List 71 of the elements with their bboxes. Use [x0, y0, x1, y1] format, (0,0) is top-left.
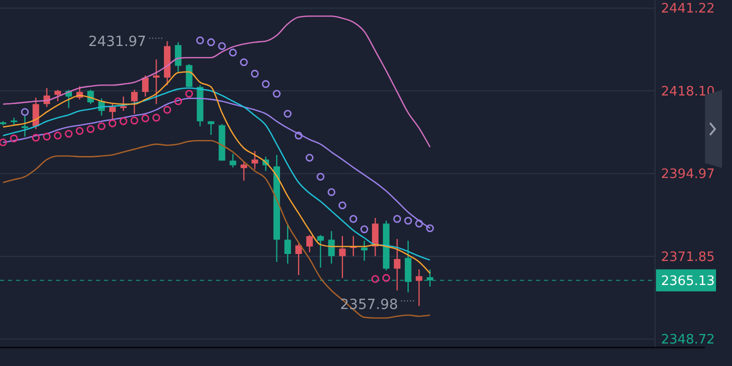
point — [86, 125, 94, 134]
point — [98, 122, 106, 130]
point — [262, 80, 270, 88]
point — [196, 36, 204, 44]
candlestick — [416, 268, 422, 307]
point — [349, 215, 358, 223]
point — [108, 120, 116, 128]
point — [338, 201, 346, 210]
point — [284, 110, 292, 118]
point — [185, 90, 194, 98]
point — [20, 108, 29, 116]
point — [152, 114, 160, 122]
ref-line-label: 2365.13 — [661, 274, 715, 289]
point — [382, 274, 390, 282]
candlestick — [372, 217, 379, 257]
candlestick — [174, 42, 182, 73]
point — [404, 216, 412, 225]
point — [10, 134, 18, 142]
candlestick — [317, 234, 324, 268]
y-tick-label: 2418.10 — [661, 84, 715, 100]
y-tick-label: 2348.72 — [661, 332, 715, 348]
point — [130, 116, 138, 124]
point — [360, 225, 368, 234]
point — [42, 132, 51, 141]
point — [316, 172, 324, 181]
point — [120, 117, 128, 126]
point — [0, 138, 7, 146]
point — [371, 275, 380, 283]
candlestick — [152, 58, 160, 105]
y-tick-label: 2441.22 — [661, 2, 715, 17]
point — [32, 134, 40, 142]
point — [393, 215, 402, 223]
point — [294, 132, 303, 140]
line-series — [2, 140, 431, 319]
point — [306, 154, 314, 162]
candlestick — [32, 97, 40, 130]
annotation: 2431.97 — [88, 34, 146, 50]
candlestick — [394, 238, 400, 292]
candlestick — [208, 120, 214, 136]
candlestick — [295, 243, 302, 276]
point — [218, 42, 226, 50]
candlestick — [361, 240, 368, 262]
point — [207, 38, 215, 46]
candlestick — [186, 63, 192, 88]
candlestick — [120, 96, 127, 112]
y-tick-label: 2371.85 — [661, 250, 715, 265]
point — [163, 106, 172, 114]
point — [272, 90, 281, 98]
point — [76, 127, 84, 135]
candlestick — [131, 89, 138, 114]
point — [240, 58, 248, 66]
point — [141, 114, 150, 122]
point — [415, 220, 423, 228]
point — [328, 188, 336, 196]
candlestick — [142, 74, 149, 98]
point — [64, 130, 73, 138]
candlestick — [252, 150, 258, 170]
candlestick — [54, 89, 62, 102]
candlestick — [339, 236, 346, 279]
candlestick — [240, 161, 248, 182]
point — [229, 48, 237, 56]
candlestick — [306, 234, 313, 253]
line-series — [2, 15, 431, 148]
candlestick — [230, 153, 236, 168]
y-tick-label: 2394.97 — [661, 167, 715, 182]
point — [174, 97, 182, 106]
point — [250, 70, 259, 78]
point — [426, 224, 434, 232]
point — [54, 132, 62, 140]
candlestick — [284, 224, 291, 264]
candlestick — [328, 230, 335, 264]
